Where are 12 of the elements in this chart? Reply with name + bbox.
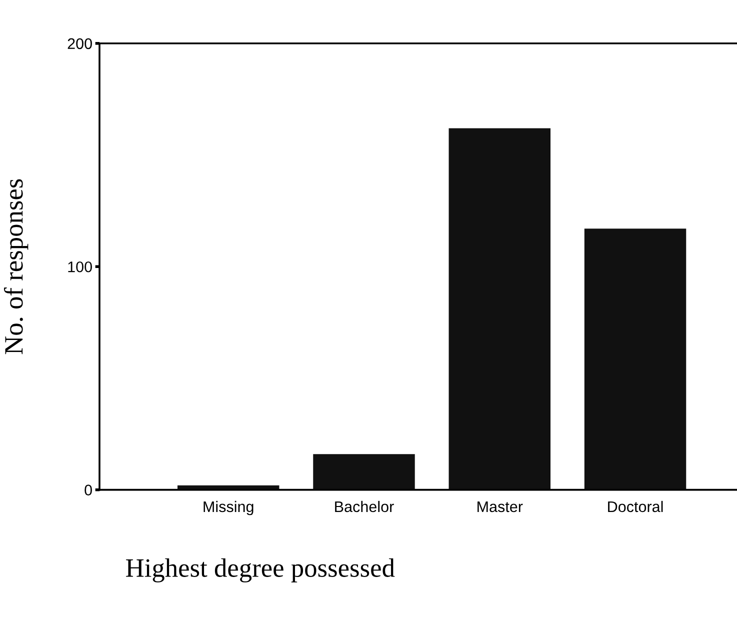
x-tick-label: Missing (204, 500, 254, 516)
x-tick-label: Doctoral (608, 500, 663, 512)
x-tick-label: Master (478, 501, 523, 512)
y-tick-label: 0 (84, 484, 92, 496)
bar (448, 128, 550, 490)
x-tick-label: Bachelor (335, 500, 394, 512)
y-tick-label: 200 (68, 38, 92, 50)
y-tick-label: 100 (68, 261, 92, 272)
bar (313, 454, 415, 490)
bar (584, 228, 686, 490)
x-axis-title: Highest degree possessed (126, 558, 395, 582)
y-axis-title: No. of responses (4, 179, 28, 354)
